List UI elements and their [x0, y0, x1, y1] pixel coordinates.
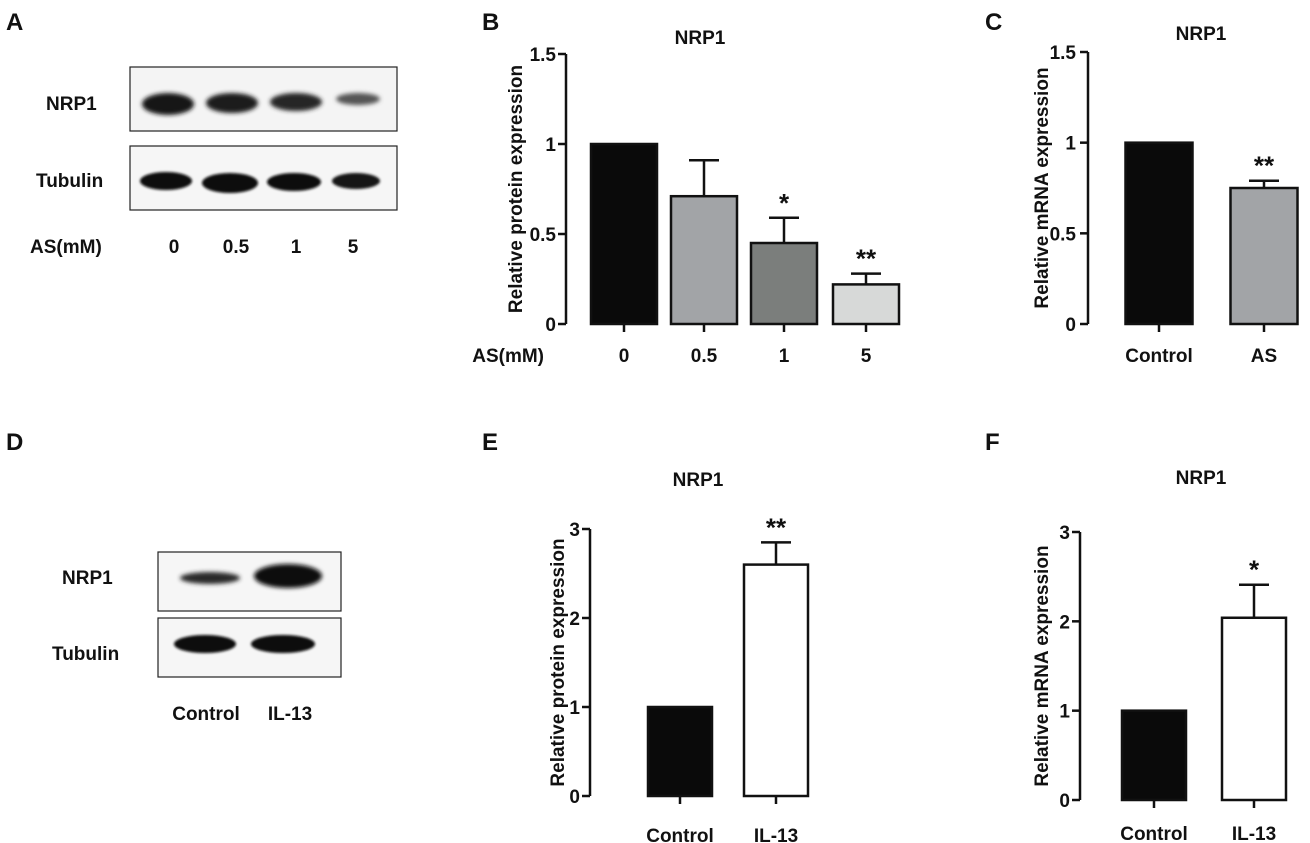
panel-letter-d: D [6, 429, 23, 456]
y-tick-label: 0.5 [1050, 224, 1077, 245]
bar [589, 142, 659, 326]
x-axis-label: AS(mM) [472, 346, 544, 367]
blot-panel-d: NRP1 Tubulin Control IL-13 [52, 551, 342, 725]
chart-title: NRP1 [673, 470, 724, 491]
blot-row-label-nrp1: NRP1 [46, 94, 97, 115]
y-tick-label: 3 [1059, 523, 1070, 544]
bar [646, 705, 714, 798]
blot-band [180, 572, 240, 584]
y-tick-label: 0.5 [530, 225, 557, 246]
x-tick-label: IL-13 [754, 826, 798, 843]
y-tick-label: 1.5 [530, 45, 557, 66]
blot-band [174, 635, 236, 653]
panel-letter-b: B [482, 9, 499, 36]
blot-band [142, 93, 194, 115]
blot-lane-label: IL-13 [268, 704, 312, 725]
significance-marker: * [779, 188, 790, 218]
x-tick-label: Control [646, 826, 714, 843]
bar [669, 194, 739, 326]
y-tick-label: 0 [545, 315, 556, 336]
x-tick-label: 1 [779, 346, 790, 367]
panel-letter-e: E [482, 429, 498, 456]
significance-marker: ** [856, 244, 877, 274]
y-axis-label: Relative mRNA expression [1032, 67, 1053, 308]
blot-lane-label: 1 [291, 237, 302, 258]
significance-marker: * [1249, 555, 1260, 585]
y-tick-label: 1.5 [1050, 43, 1077, 64]
x-tick-label: Control [1125, 346, 1193, 367]
x-tick-label: 0 [619, 346, 630, 367]
x-tick-label: IL-13 [1232, 824, 1276, 843]
blot-lane-label: 5 [348, 237, 359, 258]
bar [1229, 186, 1299, 326]
blot-lane-axis-label: AS(mM) [30, 237, 102, 258]
x-tick-label: Control [1120, 824, 1188, 843]
chart-title: NRP1 [675, 28, 726, 49]
y-tick-label: 2 [569, 609, 580, 630]
chart-f: NRP1 0 1 2 3 Relative mRNA expression Control *… [1032, 468, 1288, 843]
y-tick-label: 3 [569, 520, 580, 541]
blot-band [332, 173, 380, 189]
y-tick-label: 0 [1065, 315, 1076, 336]
significance-marker: ** [1254, 151, 1275, 181]
x-tick-label: AS [1251, 346, 1277, 367]
blot-band [206, 93, 258, 113]
blot-panel-a: NRP1 Tubulin AS(mM) 0 0.5 1 5 [30, 66, 398, 258]
y-tick-label: 1 [569, 698, 580, 719]
y-axis-label: Relative mRNA expression [1032, 545, 1053, 786]
panel-letter-f: F [985, 429, 1000, 456]
blot-row-label-tubulin: Tubulin [52, 644, 119, 665]
blot-row-label-nrp1: NRP1 [62, 568, 113, 589]
bar [749, 241, 819, 326]
y-tick-label: 1 [1065, 134, 1076, 155]
blot-band [267, 173, 321, 191]
blot-band [140, 172, 192, 190]
y-tick-label: 2 [1059, 612, 1070, 633]
bar [1120, 709, 1188, 802]
bar [1124, 141, 1194, 326]
bar [742, 563, 810, 798]
chart-title: NRP1 [1176, 24, 1227, 45]
blot-band [336, 93, 380, 105]
chart-c: NRP1 0 0.5 1 1.5 Relative mRNA expression Cont… [1032, 24, 1299, 367]
y-tick-label: 0 [569, 787, 580, 808]
blot-band [270, 93, 322, 111]
blot-lane-label: Control [172, 704, 240, 725]
chart-title: NRP1 [1176, 468, 1227, 489]
y-tick-label: 1 [545, 135, 556, 156]
blot-band [251, 635, 315, 653]
blot-lane-label: 0.5 [223, 237, 250, 258]
bar [831, 283, 901, 326]
significance-marker: ** [766, 512, 787, 542]
y-tick-label: 1 [1059, 702, 1070, 723]
y-axis-label: Relative protein expression [548, 538, 569, 786]
blot-band [202, 173, 258, 193]
bar [1220, 616, 1288, 802]
blot-row-label-tubulin: Tubulin [36, 171, 103, 192]
x-tick-label: 5 [861, 346, 872, 367]
panel-letter-a: A [6, 9, 23, 36]
blot-lane-label: 0 [169, 237, 180, 258]
panel-letter-c: C [985, 9, 1002, 36]
y-axis-label: Relative protein expression [506, 65, 527, 313]
x-tick-label: 0.5 [691, 346, 718, 367]
blot-band [254, 564, 322, 588]
y-tick-label: 0 [1059, 791, 1070, 812]
